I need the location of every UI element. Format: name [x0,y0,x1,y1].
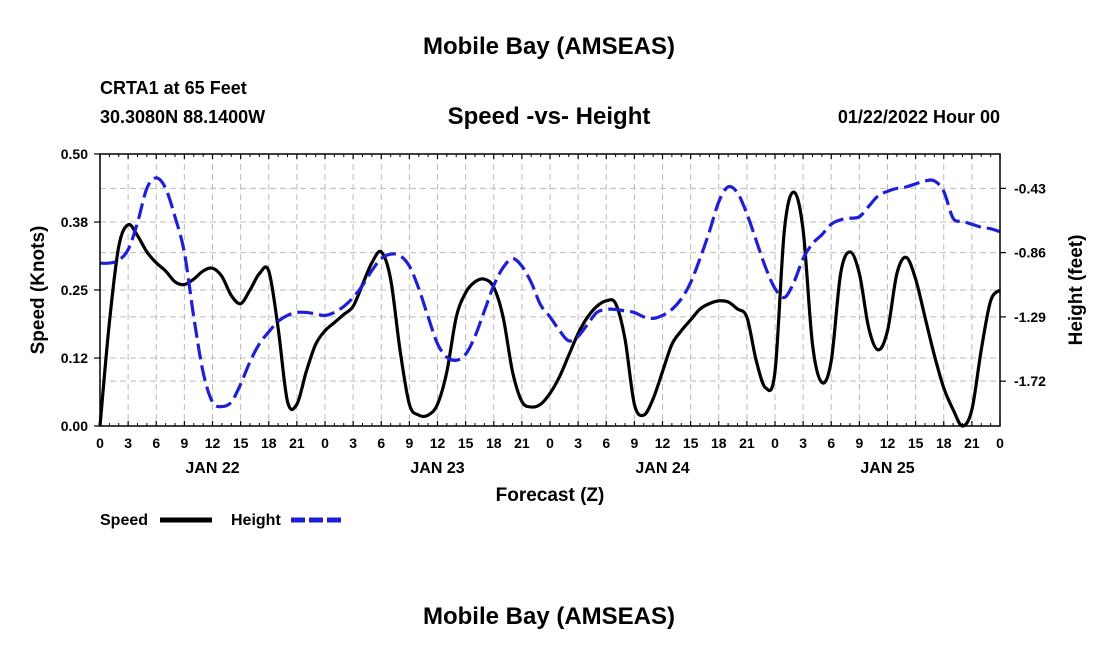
x-tick-label: 15 [458,435,474,451]
x-tick-label: 0 [996,435,1004,451]
y-right-tick-label: -1.29 [1014,309,1046,325]
x-tick-label: 12 [430,435,446,451]
x-tick-label: 21 [739,435,755,451]
x-tick-label: 18 [486,435,502,451]
x-tick-label: 9 [180,435,188,451]
height-series-line [99,176,1001,409]
x-tick-label: 3 [124,435,132,451]
series-lines [98,176,1002,428]
day-label: JAN 24 [635,460,689,477]
x-tick-label: 18 [711,435,727,451]
datetime-label: 01/22/2022 Hour 00 [838,107,1000,127]
x-tick-label: 0 [771,435,779,451]
location-label: 30.3080N 88.1400W [100,107,265,127]
day-label: JAN 23 [410,460,464,477]
x-axis-label: Forecast (Z) [496,485,605,506]
x-tick-label: 6 [827,435,835,451]
x-tick-label: 9 [855,435,863,451]
legend: Speed Height [100,512,343,529]
y-right-tick-label: -0.43 [1014,180,1046,196]
y-left-tick-label: 0.25 [61,282,88,298]
x-tick-label: 3 [799,435,807,451]
axis-ticks: 0 3 6 9 12 15 18 21 0 3 6 9 12 15 18 21 0 3 6 9 12 15 18 21 0 3 6 9… [61,146,1046,477]
x-tick-label: 9 [630,435,638,451]
x-tick-label: 3 [574,435,582,451]
legend-height-label: Height [231,512,281,529]
x-tick-label: 12 [655,435,671,451]
chart-subtitle: Speed -vs- Height [448,103,651,130]
x-tick-label: 21 [289,435,305,451]
legend-speed-label: Speed [100,512,148,529]
x-tick-label: 15 [233,435,249,451]
x-tick-label: 0 [546,435,554,451]
y-left-tick-label: 0.00 [61,418,88,434]
x-tick-label: 6 [152,435,160,451]
x-tick-label: 12 [205,435,221,451]
x-tick-label: 15 [683,435,699,451]
y-left-tick-label: 0.38 [61,214,88,230]
x-tick-label: 0 [321,435,329,451]
x-tick-label: 9 [405,435,413,451]
station-label: CRTA1 at 65 Feet [100,78,247,98]
x-tick-label: 15 [908,435,924,451]
x-tick-label: 12 [880,435,896,451]
x-tick-label: 18 [936,435,952,451]
y-axis-right-label: Height (feet) [1066,235,1087,346]
gridlines [100,154,1000,426]
chart-title: Mobile Bay (AMSEAS) [423,33,675,60]
y-axis-left-label: Speed (Knots) [28,226,49,355]
speed-series-line [98,190,1002,428]
day-label: JAN 25 [860,460,914,477]
day-label: JAN 22 [185,460,239,477]
y-right-tick-label: -0.86 [1014,245,1046,261]
x-tick-label: 18 [261,435,277,451]
x-tick-label: 21 [514,435,530,451]
x-tick-label: 21 [964,435,980,451]
y-left-tick-label: 0.12 [61,350,88,366]
footer-title: Mobile Bay (AMSEAS) [423,603,675,630]
x-tick-label: 6 [377,435,385,451]
x-tick-label: 0 [96,435,104,451]
x-tick-label: 3 [349,435,357,451]
y-right-tick-label: -1.72 [1014,373,1046,389]
x-tick-label: 6 [602,435,610,451]
y-left-tick-label: 0.50 [61,146,88,162]
